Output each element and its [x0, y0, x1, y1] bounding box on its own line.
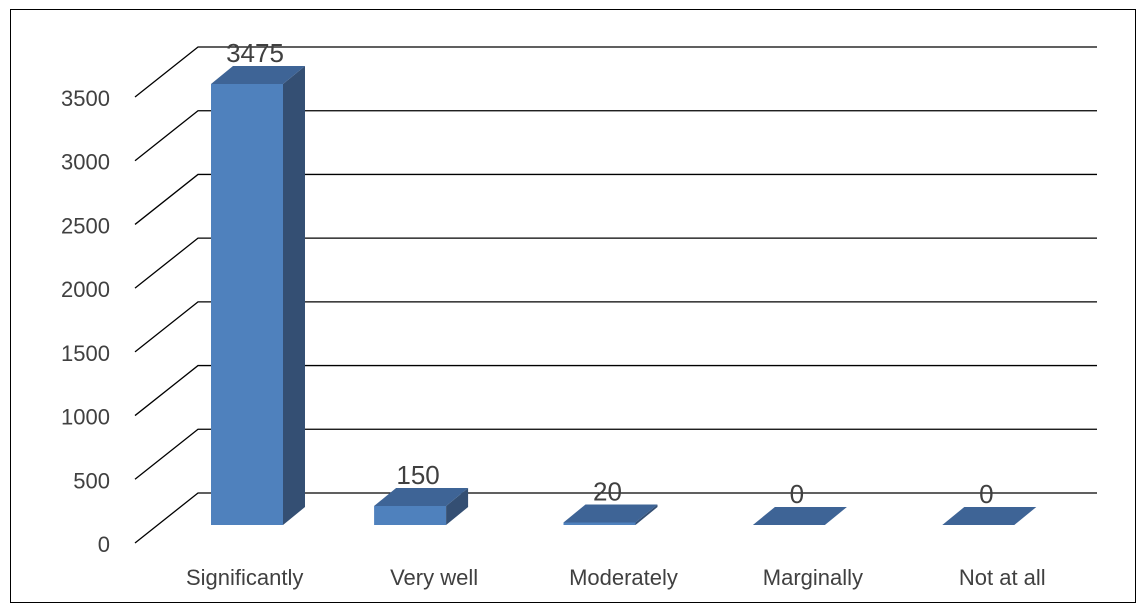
- bar: [563, 504, 658, 525]
- x-category-label: Not at all: [959, 565, 1046, 590]
- grid-layer: [134, 46, 1097, 544]
- data-labels: 3475 150 20 0 0: [226, 38, 993, 509]
- gridline: [134, 173, 1097, 225]
- gridline: [134, 237, 1097, 289]
- data-label: 150: [396, 460, 439, 490]
- bar-top: [942, 507, 1037, 525]
- y-tick-label: 0: [98, 532, 110, 557]
- bar: [752, 507, 847, 525]
- gridline: [134, 364, 1097, 417]
- data-label: 20: [593, 476, 622, 506]
- gridline: [134, 301, 1097, 353]
- bar-front: [374, 505, 447, 525]
- bar-side: [635, 504, 658, 525]
- bar-top: [752, 507, 847, 525]
- bar-front: [211, 84, 283, 525]
- bar-top: [211, 66, 305, 84]
- x-category-label: Moderately: [569, 565, 678, 590]
- x-axis-categories: Significantly Very well Moderately Marginal…: [186, 565, 1046, 590]
- data-label: 0: [790, 479, 804, 509]
- y-tick-label: 2000: [61, 277, 110, 302]
- bar: [374, 487, 469, 525]
- chart-frame: [10, 9, 1136, 603]
- gridline: [134, 428, 1097, 480]
- bar: [211, 66, 305, 525]
- y-tick-label: 3000: [61, 150, 110, 175]
- y-tick-label: 3500: [61, 86, 110, 111]
- gridline: [134, 110, 1097, 162]
- bars: [211, 66, 1037, 525]
- gridline: [134, 46, 1097, 98]
- y-tick-label: 2500: [61, 213, 110, 238]
- x-category-label: Very well: [390, 565, 478, 590]
- bar: [942, 507, 1037, 525]
- bar-side: [446, 487, 469, 525]
- y-tick-label: 500: [73, 468, 110, 493]
- y-tick-label: 1500: [61, 341, 110, 366]
- data-label: 3475: [226, 38, 284, 68]
- y-tick-label: 1000: [61, 405, 110, 430]
- gridline: [134, 492, 1097, 544]
- y-axis-ticks: 0 500 1000 1500 2000 2500 3000 3500: [61, 86, 110, 557]
- data-label: 0: [979, 479, 993, 509]
- x-category-label: Marginally: [763, 565, 863, 590]
- bar-top: [563, 504, 658, 523]
- bar-front: [563, 522, 636, 525]
- x-category-label: Significantly: [186, 565, 303, 590]
- bar-side: [283, 66, 305, 525]
- bar-top: [374, 487, 469, 506]
